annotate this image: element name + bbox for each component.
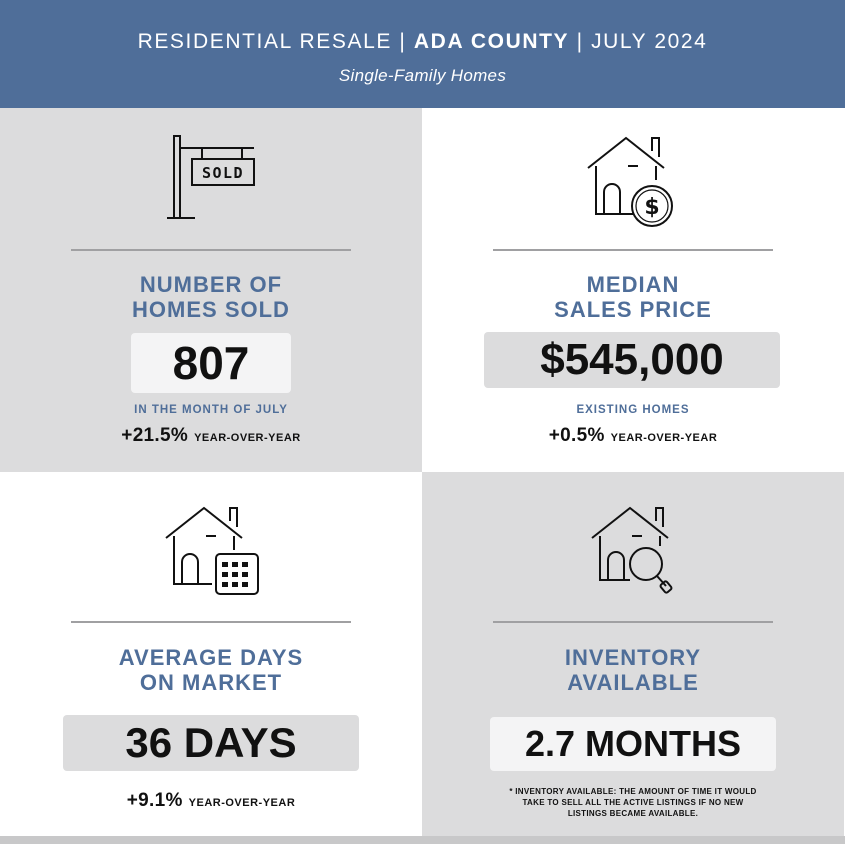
- homes-sold-value: 807: [131, 333, 291, 393]
- divider: [71, 249, 351, 251]
- inventory-footnote: * INVENTORY AVAILABLE: THE AMOUNT OF TIM…: [482, 786, 784, 819]
- homes-sold-sublabel: IN THE MONTH OF JULY: [134, 404, 288, 416]
- heading-line: SALES PRICE: [554, 297, 712, 322]
- median-price-yoy: +0.5% YEAR-OVER-YEAR: [422, 425, 844, 447]
- yoy-label: YEAR-OVER-YEAR: [610, 432, 718, 444]
- heading-line: NUMBER OF: [139, 272, 283, 297]
- median-price-panel: $ MEDIAN SALES PRICE $545,000 EXISTING H…: [422, 108, 844, 472]
- report-header: RESIDENTIAL RESALE | ADA COUNTY | JULY 2…: [0, 0, 845, 108]
- sold-sign-icon: SOLD: [167, 135, 255, 219]
- svg-text:$: $: [644, 195, 659, 220]
- days-on-market-value: 36 DAYS: [63, 715, 359, 771]
- heading-line: AVERAGE DAYS: [118, 645, 304, 670]
- title-suffix: | JULY 2024: [569, 30, 708, 53]
- title-prefix: RESIDENTIAL RESALE |: [137, 30, 414, 53]
- median-price-sublabel: EXISTING HOMES: [576, 404, 690, 416]
- divider: [71, 621, 351, 623]
- house-dollar-icon: $: [587, 136, 673, 227]
- heading-line: INVENTORY: [564, 645, 702, 670]
- sold-sign-text: SOLD: [202, 164, 244, 182]
- yoy-label: YEAR-OVER-YEAR: [188, 797, 296, 809]
- divider: [493, 621, 773, 623]
- homes-sold-heading: NUMBER OF HOMES SOLD: [0, 272, 422, 322]
- heading-line: MEDIAN: [586, 272, 680, 297]
- homes-sold-panel: SOLD NUMBER OF HOMES SOLD 807 IN THE MON…: [0, 108, 422, 472]
- footnote-line: LISTINGS BECAME AVAILABLE.: [567, 809, 699, 818]
- house-search-icon: [591, 506, 673, 594]
- yoy-label: YEAR-OVER-YEAR: [194, 432, 301, 444]
- yoy-value: +0.5%: [548, 425, 605, 446]
- days-on-market-yoy: +9.1% YEAR-OVER-YEAR: [0, 790, 422, 812]
- inventory-heading: INVENTORY AVAILABLE: [422, 645, 844, 695]
- heading-line: ON MARKET: [139, 670, 283, 695]
- report-subtitle: Single-Family Homes: [338, 66, 507, 85]
- inventory-value: 2.7 MONTHS: [490, 717, 776, 771]
- median-price-heading: MEDIAN SALES PRICE: [422, 272, 844, 322]
- days-on-market-heading: AVERAGE DAYS ON MARKET: [0, 645, 422, 695]
- bottom-border: [0, 836, 845, 844]
- title-county: ADA COUNTY: [413, 30, 570, 53]
- house-calendar-icon: [165, 506, 259, 595]
- inventory-panel: INVENTORY AVAILABLE 2.7 MONTHS * INVENTO…: [422, 472, 844, 836]
- heading-line: AVAILABLE: [567, 670, 699, 695]
- heading-line: HOMES SOLD: [132, 297, 290, 322]
- yoy-value: +21.5%: [121, 425, 189, 446]
- divider: [493, 249, 773, 251]
- report-title: RESIDENTIAL RESALE | ADA COUNTY | JULY 2…: [0, 30, 845, 54]
- footnote-line: * INVENTORY AVAILABLE: THE AMOUNT OF TIM…: [509, 787, 757, 796]
- footnote-line: TAKE TO SELL ALL THE ACTIVE LISTINGS IF …: [522, 798, 744, 807]
- homes-sold-yoy: +21.5% YEAR-OVER-YEAR: [0, 425, 422, 447]
- yoy-value: +9.1%: [126, 790, 183, 811]
- days-on-market-panel: AVERAGE DAYS ON MARKET 36 DAYS +9.1% YEAR…: [0, 472, 422, 836]
- median-price-value: $545,000: [484, 332, 780, 388]
